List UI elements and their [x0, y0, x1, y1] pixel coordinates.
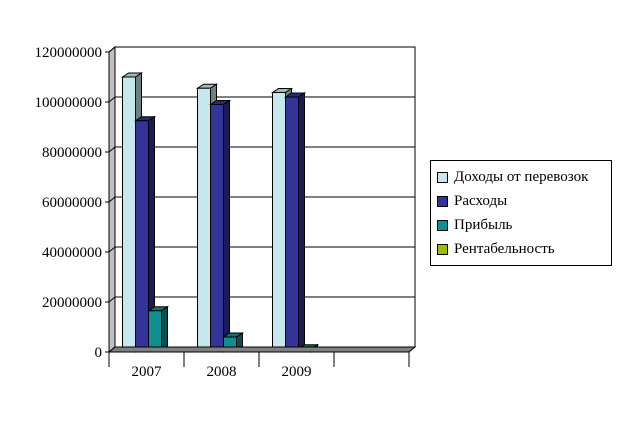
gridline-depth: [108, 146, 116, 153]
gridline-depth: [108, 246, 116, 253]
x-axis-tick-labels: 2007 2008 2009: [132, 364, 312, 380]
bar-front: [197, 87, 211, 353]
legend-label: Расходы: [454, 192, 508, 209]
legend-label: Прибыль: [454, 216, 513, 233]
x-tick-label: 2009: [282, 364, 312, 380]
legend-item: Расходы: [437, 189, 611, 213]
bar-side: [298, 92, 305, 353]
y-tick-label: 20000000: [42, 295, 102, 311]
bar: [133, 115, 157, 353]
legend-label: Рентабельность: [454, 240, 555, 257]
gridlines: [105, 46, 415, 353]
bar-front: [135, 120, 149, 353]
gridline-depth: [108, 46, 116, 53]
legend-item: Прибыль: [437, 213, 611, 237]
bar-front: [210, 104, 224, 353]
bar-front: [148, 310, 162, 353]
bar-front: [272, 92, 286, 353]
x-tick-label: 2007: [132, 364, 163, 380]
gridline-depth: [108, 296, 116, 303]
legend-swatch: [437, 243, 448, 255]
floor: [107, 346, 417, 353]
y-tick-label: 80000000: [42, 145, 102, 161]
y-tick-label: 60000000: [42, 195, 102, 211]
legend-label: Доходы от перевозок: [454, 168, 589, 185]
bar-front: [122, 76, 136, 353]
x-tick-label: 2008: [207, 364, 237, 380]
legend-swatch: [437, 171, 448, 183]
y-tick-label: 120000000: [35, 45, 103, 61]
bar: [283, 92, 307, 353]
bar: [208, 99, 232, 353]
y-tick-label: 100000000: [35, 95, 103, 111]
bar: [146, 305, 170, 353]
legend-swatch: [437, 195, 448, 207]
gridline-depth: [108, 196, 116, 203]
chart-floor: [107, 346, 417, 367]
legend: Доходы от перевозок Расходы Прибыль Рентабе…: [430, 160, 612, 266]
bar-side: [223, 99, 230, 353]
y-tick-label: 0: [95, 345, 103, 361]
y-tick-label: 40000000: [42, 245, 102, 261]
bar-front: [285, 96, 299, 353]
legend-item: Рентабельность: [437, 237, 611, 261]
gridline-depth: [108, 96, 116, 103]
bar-side: [161, 305, 168, 353]
legend-item: Доходы от перевозок: [437, 165, 611, 189]
legend-swatch: [437, 219, 448, 231]
y-axis-tick-labels: 0 20000000 40000000 60000000 80000000 1000000…: [35, 45, 103, 361]
